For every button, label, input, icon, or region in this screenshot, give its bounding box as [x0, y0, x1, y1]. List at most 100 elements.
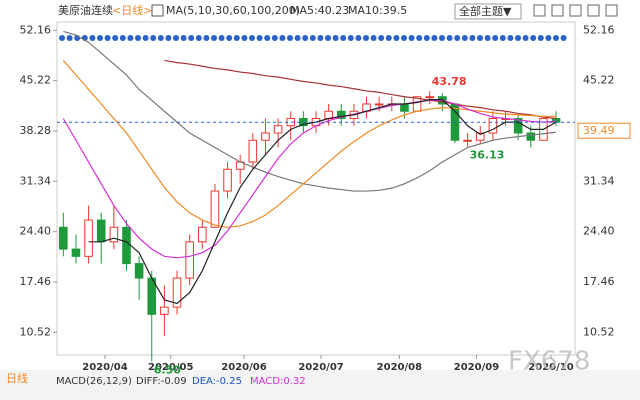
event-dot	[416, 35, 423, 41]
current-price-label: 39.49	[583, 124, 615, 137]
event-dot	[355, 35, 362, 41]
candle-body	[134, 263, 144, 279]
candle-body	[336, 110, 346, 119]
event-dot	[119, 35, 126, 41]
event-dot	[370, 35, 377, 41]
watermark: FX678	[508, 347, 590, 377]
tool-button[interactable]	[587, 4, 600, 17]
macd: MACD:0.32	[250, 376, 306, 387]
event-dot	[66, 35, 73, 41]
dea: DEA:-0.25	[192, 376, 242, 387]
event-dot	[325, 35, 331, 41]
candle-body	[59, 226, 68, 250]
event-dot	[446, 35, 453, 41]
theme[interactable]: 全部主题▼	[459, 4, 512, 18]
candle-body	[160, 306, 169, 315]
event-dot	[218, 35, 225, 41]
event-dot	[378, 35, 385, 41]
tool-button[interactable]	[605, 4, 618, 17]
event-dot	[135, 35, 141, 41]
candle-body	[526, 132, 536, 141]
candle-body	[425, 96, 434, 99]
price-annotation: 6.50	[154, 364, 181, 377]
event-dot	[279, 35, 286, 41]
event-dot	[492, 35, 499, 41]
period[interactable]: <日线>	[112, 3, 152, 17]
event-dot	[439, 35, 445, 41]
event-dot	[507, 35, 514, 41]
y-tick-label: 45.22	[20, 74, 52, 87]
candle-body	[248, 139, 258, 163]
event-dot	[256, 35, 263, 41]
event-dot	[385, 35, 392, 41]
candle-body	[400, 103, 409, 112]
symbol: 美原油连续	[58, 3, 113, 17]
event-dot	[469, 35, 476, 41]
candle-body	[463, 139, 472, 142]
y-tick-label: 52.16	[20, 23, 52, 36]
y-tick-label: 17.46	[20, 275, 52, 288]
event-dot	[454, 35, 461, 41]
ma-line	[164, 59, 557, 120]
event-dot	[537, 35, 544, 41]
y2-tick-label: 52.16	[583, 23, 615, 36]
event-dot	[499, 35, 506, 41]
y2-tick-label: 24.40	[583, 225, 615, 238]
y-tick-label: 10.52	[20, 325, 52, 338]
event-dot	[461, 35, 468, 41]
event-dot	[545, 35, 552, 41]
candle-body	[475, 132, 485, 141]
event-dot	[211, 35, 217, 41]
y2-tick-label: 17.46	[583, 275, 615, 288]
candle-body	[513, 117, 523, 134]
footer-period[interactable]: 日线	[6, 371, 28, 385]
y2-tick-label: 45.22	[583, 74, 615, 87]
diff: DIFF:-0.09	[136, 376, 187, 387]
event-dot	[127, 35, 134, 41]
event-dot	[203, 35, 210, 41]
event-dot	[287, 35, 293, 41]
event-dot	[173, 35, 179, 41]
event-dot	[104, 35, 111, 41]
candle-body	[185, 241, 194, 279]
ma10: MA10:39.5	[348, 4, 407, 17]
tool-button[interactable]	[569, 4, 582, 17]
y2-tick-label: 10.52	[583, 325, 615, 338]
ma5: MA5:40.23	[290, 4, 349, 17]
event-dot	[530, 35, 537, 41]
candle-body	[96, 219, 106, 243]
x-tick-label: 2020/04	[82, 362, 127, 373]
event-dot	[340, 35, 347, 41]
x-tick-label: 2020/07	[298, 362, 343, 373]
event-dot	[347, 35, 354, 41]
ma-line	[62, 60, 557, 228]
event-dot	[317, 35, 324, 41]
event-dot	[431, 35, 438, 41]
event-dot	[560, 35, 567, 41]
event-dot	[142, 35, 149, 41]
event-dot	[249, 35, 255, 41]
event-dot	[233, 35, 240, 41]
candle-body	[109, 226, 119, 243]
event-dot	[423, 35, 430, 41]
candle-body	[324, 110, 333, 119]
event-dot	[363, 35, 369, 41]
event-dot	[241, 35, 248, 41]
event-dot	[195, 35, 202, 41]
tool-button[interactable]	[551, 4, 564, 17]
theme-select[interactable]	[454, 3, 522, 20]
x-tick-label: 2020/05	[148, 362, 193, 373]
y2-tick-label: 31.34	[583, 174, 615, 187]
price-annotation: 43.78	[432, 75, 467, 88]
y-tick-label: 24.40	[20, 225, 52, 238]
event-dot	[294, 35, 301, 41]
event-dot	[309, 35, 316, 41]
y-tick-label: 38.28	[20, 124, 52, 137]
event-dot	[553, 35, 559, 41]
ma-icon[interactable]	[151, 4, 164, 17]
candle-body	[71, 248, 81, 257]
event-dot	[59, 35, 65, 41]
ma-line	[62, 99, 557, 259]
tool-button[interactable]	[533, 4, 546, 17]
